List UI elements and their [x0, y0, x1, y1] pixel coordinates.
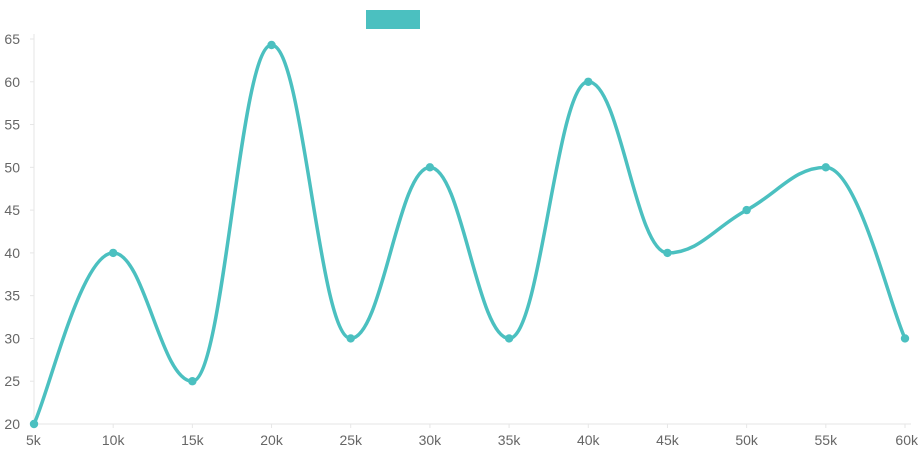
x-tick-label: 35k	[498, 432, 522, 448]
data-point-10k[interactable]	[108, 248, 118, 258]
x-tick-label: 30k	[419, 432, 443, 448]
y-tick-label: 65	[4, 31, 20, 47]
x-tick-label: 20k	[260, 432, 284, 448]
y-tick-label: 55	[4, 117, 20, 133]
data-points	[29, 40, 910, 429]
x-tick-label: 60k	[895, 432, 919, 448]
x-tick-label: 50k	[735, 432, 759, 448]
legend-swatch[interactable]	[366, 10, 420, 29]
data-point-40k[interactable]	[584, 77, 593, 86]
data-point-55k[interactable]	[821, 163, 831, 172]
data-point-60k[interactable]	[900, 334, 910, 343]
y-tick-label: 60	[4, 74, 20, 90]
data-point-50k[interactable]	[742, 205, 751, 215]
data-point-20k[interactable]	[267, 40, 276, 50]
x-tick-label: 45k	[656, 432, 680, 448]
x-axis: 5k 10k 15k 20k 25k 30k 35k 40k 45k 50k 55k 60k	[26, 423, 919, 448]
y-tick-label: 50	[4, 159, 20, 175]
x-tick-label: 10k	[102, 432, 126, 448]
y-tick-label: 35	[4, 288, 20, 304]
data-point-30k[interactable]	[425, 163, 435, 172]
data-point-25k[interactable]	[346, 334, 355, 343]
y-tick-label: 25	[4, 373, 20, 389]
x-tick-label: 40k	[577, 432, 601, 448]
data-point-15k[interactable]	[188, 377, 197, 386]
y-tick-label: 40	[4, 245, 20, 261]
x-tick-label: 55k	[815, 432, 839, 448]
y-tick-label: 20	[4, 416, 20, 432]
series-line	[32, 43, 907, 426]
x-tick-label: 15k	[181, 432, 205, 448]
data-point-35k[interactable]	[504, 334, 514, 343]
y-tick-label: 45	[4, 202, 20, 218]
data-point-5k[interactable]	[29, 419, 39, 429]
data-point-45k[interactable]	[663, 248, 672, 258]
x-tick-label: 5k	[26, 432, 42, 448]
x-tick-label: 25k	[339, 432, 363, 448]
y-axis: 20 25 30 35 40 45 50 55 60 65	[4, 31, 35, 432]
y-tick-label: 30	[4, 330, 20, 346]
